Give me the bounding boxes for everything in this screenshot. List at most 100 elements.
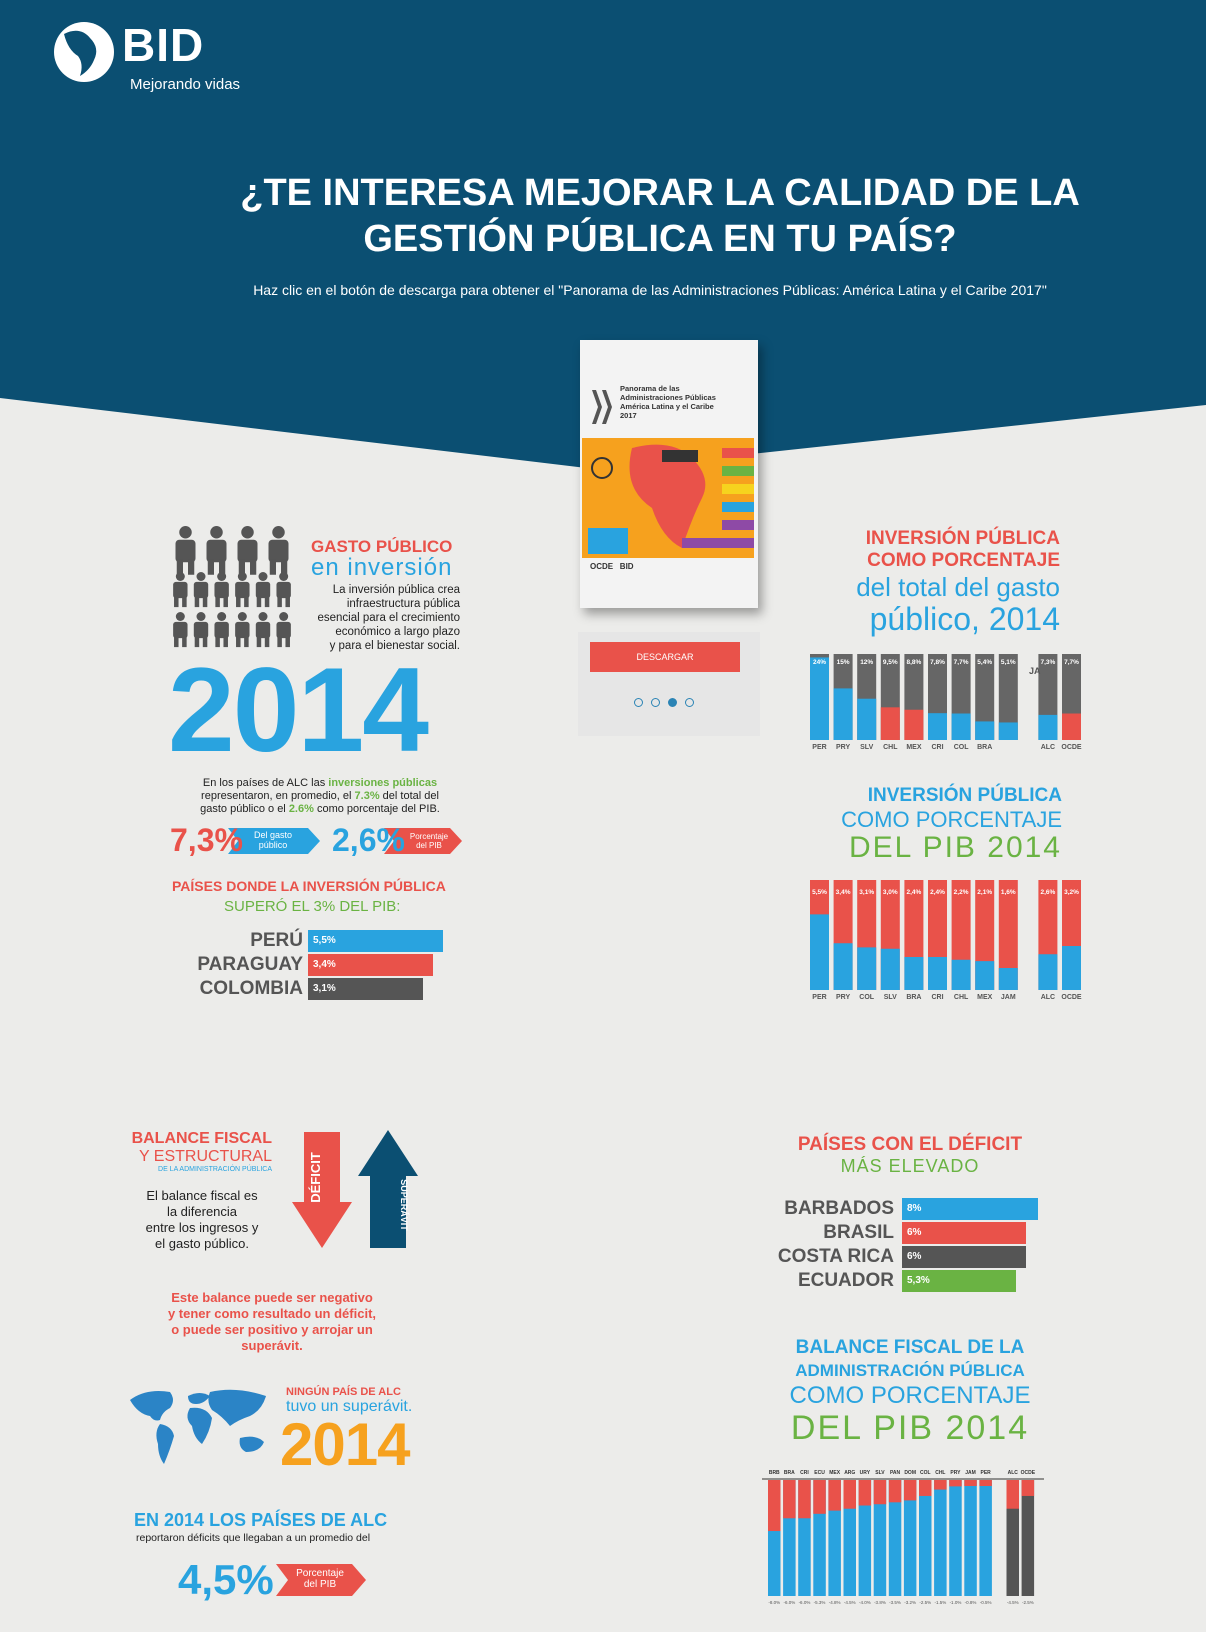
chart3-category-label: PAN: [890, 1470, 901, 1476]
chart3-bar-bg: [858, 1480, 872, 1596]
gasto-heading: GASTO PÚBLICO: [311, 537, 453, 556]
chart2-bar-bg: [998, 880, 1018, 990]
chart3-bar: [979, 1480, 992, 1486]
stat-pib-label: Porcentaje del PIB: [402, 832, 456, 850]
chart2-data-label: 3,1%: [859, 889, 874, 896]
carousel-dot[interactable]: [685, 698, 694, 707]
chart3-category-label: CRI: [800, 1470, 809, 1476]
balance-desc-line: el gasto público.: [155, 1236, 249, 1251]
paises-pib-subheading: SUPERÓ EL 3% DEL PIB:: [224, 898, 401, 915]
person-icon: [193, 612, 209, 648]
chart2-category-label: COL: [859, 994, 875, 1001]
chart1-title-line: COMO PORCENTAJE: [867, 550, 1060, 571]
chart1-category-label: PRY: [836, 744, 850, 751]
oecd-chevron-icon: [592, 390, 612, 424]
chart1-bar: [857, 698, 877, 740]
deficit-arrow-icon: [292, 1132, 352, 1248]
chart3-category-label: ALC: [1008, 1470, 1019, 1476]
carousel-dot[interactable]: [634, 698, 643, 707]
person-icon: [175, 526, 196, 575]
chart3-category-label: URY: [860, 1470, 871, 1476]
stat-pib-value: 2,6%: [332, 822, 405, 858]
page-subtitle: Haz clic en el botón de descarga para ob…: [253, 282, 1047, 298]
chart2-category-label: CHL: [954, 994, 969, 1001]
chart3-category-label: ARG: [844, 1470, 855, 1476]
chart1-bar: [810, 657, 829, 740]
balance-desc-line: El balance fiscal es: [146, 1188, 258, 1203]
chart2-data-label: 5,5%: [812, 889, 827, 896]
summary-highlight: inversiones públicas: [328, 777, 438, 789]
gasto-summary: En los países de ALC las inversiones púb…: [170, 777, 470, 816]
surplus-arrow-label: SUPERÁVIT: [398, 1179, 409, 1231]
final-text: reportaron déficits que llegaban a un pr…: [136, 1532, 371, 1544]
chart1-data-label: 7,7%: [1064, 659, 1079, 666]
chart2-data-label: 2,6%: [1040, 889, 1055, 896]
chart3-bar: [858, 1480, 872, 1506]
page-title: ¿TE INTERESA MEJORAR LA CALIDAD DE LA GE…: [150, 170, 1170, 262]
logo[interactable]: BID Mejorando vidas: [50, 18, 250, 98]
ningun-line-1: NINGÚN PAÍS DE ALC: [286, 1386, 401, 1398]
chart3-category-label: BRB: [769, 1470, 780, 1476]
final-label-line: del PIB: [303, 1579, 337, 1590]
chart1-stray-label: JA: [1029, 666, 1041, 676]
chart3-bar: [1006, 1480, 1019, 1509]
chart1-category-label: BRA: [977, 744, 992, 751]
chart2-title: INVERSIÓN PÚBLICA COMO PORCENTAJE DEL PI…: [780, 784, 1062, 864]
chart1-bar: [998, 722, 1018, 740]
chart1-bar: [1062, 713, 1081, 740]
chart3-bar-bg: [903, 1480, 917, 1596]
country-label: COSTA RICA: [777, 1246, 894, 1267]
book-title-line: América Latina y el Caribe: [620, 402, 714, 411]
chart2-bar: [857, 947, 877, 990]
chart2-category-label: CRI: [931, 994, 943, 1001]
balance-year: 2014: [280, 1411, 410, 1478]
chart1-data-label: 8,8%: [906, 659, 921, 666]
country-label: BRASIL: [823, 1222, 894, 1243]
balance-desc-line: entre los ingresos y: [145, 1220, 259, 1235]
chart1-data-label: 9,5%: [883, 659, 898, 666]
carousel-dot-active[interactable]: [668, 698, 677, 707]
person-icon: [255, 612, 271, 648]
chart3-value-label: -5.3%: [814, 1600, 826, 1605]
chart2-data-label: 2,4%: [930, 889, 945, 896]
deficit-heading: PAÍSES CON EL DÉFICIT MÁS ELEVADO: [760, 1134, 1060, 1177]
balance-heading-line: Y ESTRUCTURAL: [138, 1148, 272, 1165]
stat-label-line: público: [258, 840, 288, 850]
chart3-bar: [873, 1480, 887, 1505]
chart3-bar: [783, 1480, 796, 1519]
chart1-data-label: 24%: [813, 659, 826, 666]
balance-heading-line: DE LA ADMINISTRACIÓN PÚBLICA: [158, 1166, 272, 1173]
final-stat-arrow: [276, 1564, 366, 1596]
chart3-bar: [949, 1480, 962, 1487]
summary-highlight: 7.3%: [354, 790, 380, 802]
deficit-heading-line: MÁS ELEVADO: [840, 1156, 980, 1176]
chart1-title: INVERSIÓN PÚBLICA COMO PORCENTAJE del to…: [780, 528, 1060, 636]
chart1-category-label: CHL: [883, 744, 898, 751]
book-cover[interactable]: Panorama de las Administraciones Pública…: [580, 340, 758, 608]
chart2-category-label: SLV: [884, 994, 897, 1001]
chart3-value-label: -3.5%: [889, 1600, 901, 1605]
stat-gasto-label: Del gasto público: [245, 830, 301, 850]
chart2-data-label: 3,0%: [883, 889, 898, 896]
chart1-data-label: 5,4%: [977, 659, 992, 666]
carousel-dot[interactable]: [651, 698, 660, 707]
country-bar: 6%: [902, 1222, 1026, 1244]
chart3-value-label: -1.5%: [934, 1600, 946, 1605]
chart2-bar: [998, 968, 1018, 990]
final-stat-label: Porcentaje del PIB: [290, 1568, 350, 1590]
chart2-data-label: 1,6%: [1001, 889, 1016, 896]
balance-note-line: y tener como resultado un déficit,: [167, 1306, 377, 1321]
country-bar: 8%: [902, 1198, 1038, 1220]
chart3-category-label: BRA: [784, 1470, 795, 1476]
chart3-bar: [813, 1480, 826, 1514]
balance-description: El balance fiscal es la diferencia entre…: [120, 1188, 284, 1252]
deficit-arrow-label: DÉFICIT: [307, 1152, 323, 1203]
chart2-data-label: 3,2%: [1064, 889, 1079, 896]
chart3-value-label: -3.2%: [904, 1600, 916, 1605]
chart2-bar: [904, 957, 924, 990]
final-heading: EN 2014 LOS PAÍSES DE ALC: [134, 1510, 387, 1531]
chart2-title-line: COMO PORCENTAJE: [841, 807, 1062, 832]
country-bar: 5,3%: [902, 1270, 1016, 1292]
download-button[interactable]: DESCARGAR: [590, 642, 740, 672]
chart2-data-label: 3,4%: [836, 889, 851, 896]
